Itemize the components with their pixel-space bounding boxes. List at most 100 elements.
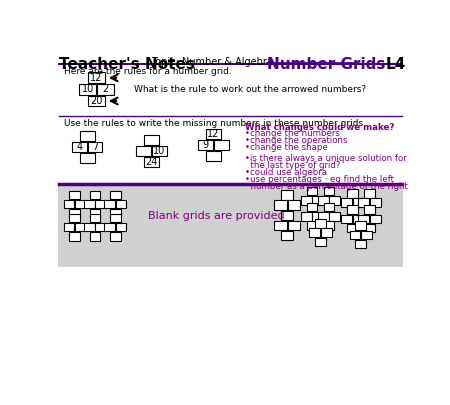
FancyBboxPatch shape	[370, 215, 381, 223]
Text: •change the numbers: •change the numbers	[245, 130, 339, 139]
FancyBboxPatch shape	[116, 200, 126, 209]
FancyBboxPatch shape	[288, 221, 300, 230]
Text: 10: 10	[81, 84, 94, 94]
FancyBboxPatch shape	[329, 212, 340, 221]
Text: 24: 24	[145, 157, 158, 167]
FancyBboxPatch shape	[353, 215, 364, 223]
Text: Here are the rules for a number grid.: Here are the rules for a number grid.	[64, 67, 232, 76]
FancyBboxPatch shape	[88, 72, 105, 83]
FancyBboxPatch shape	[347, 189, 358, 198]
FancyBboxPatch shape	[315, 219, 326, 228]
FancyBboxPatch shape	[110, 209, 121, 217]
FancyBboxPatch shape	[110, 232, 121, 241]
FancyBboxPatch shape	[214, 140, 229, 150]
FancyBboxPatch shape	[110, 214, 121, 222]
FancyBboxPatch shape	[288, 200, 300, 209]
Text: •change the shape: •change the shape	[245, 143, 327, 152]
Text: 12: 12	[90, 73, 103, 83]
FancyBboxPatch shape	[79, 84, 96, 95]
FancyBboxPatch shape	[104, 200, 115, 209]
FancyBboxPatch shape	[136, 146, 151, 156]
FancyBboxPatch shape	[80, 131, 94, 141]
FancyBboxPatch shape	[95, 223, 106, 232]
FancyBboxPatch shape	[88, 142, 102, 152]
FancyBboxPatch shape	[80, 153, 94, 163]
FancyBboxPatch shape	[63, 200, 74, 209]
Text: 20: 20	[90, 96, 103, 106]
FancyBboxPatch shape	[97, 84, 114, 95]
FancyBboxPatch shape	[329, 196, 340, 205]
FancyBboxPatch shape	[364, 205, 375, 214]
FancyBboxPatch shape	[318, 212, 328, 221]
FancyBboxPatch shape	[75, 200, 86, 209]
FancyBboxPatch shape	[69, 191, 80, 199]
Text: L4: L4	[386, 57, 406, 72]
FancyBboxPatch shape	[95, 200, 106, 209]
FancyBboxPatch shape	[350, 231, 360, 239]
Text: Use the rules to write the missing numbers in these number grids.: Use the rules to write the missing numbe…	[64, 119, 366, 128]
FancyBboxPatch shape	[356, 240, 366, 248]
Text: •use percentages · eg find the left: •use percentages · eg find the left	[245, 175, 394, 184]
FancyBboxPatch shape	[353, 198, 364, 207]
FancyBboxPatch shape	[90, 232, 100, 241]
Text: number as a percentage of the right: number as a percentage of the right	[245, 182, 407, 191]
FancyBboxPatch shape	[90, 191, 100, 199]
FancyBboxPatch shape	[301, 212, 311, 221]
Text: 10: 10	[153, 146, 166, 156]
FancyBboxPatch shape	[315, 238, 326, 246]
FancyBboxPatch shape	[144, 157, 159, 167]
Text: 7: 7	[92, 142, 98, 152]
FancyBboxPatch shape	[116, 223, 126, 232]
FancyBboxPatch shape	[152, 146, 166, 156]
FancyBboxPatch shape	[90, 209, 100, 217]
FancyBboxPatch shape	[206, 129, 221, 139]
FancyBboxPatch shape	[358, 215, 369, 223]
FancyBboxPatch shape	[281, 210, 293, 220]
Text: 12: 12	[207, 129, 220, 139]
FancyBboxPatch shape	[206, 151, 221, 161]
FancyBboxPatch shape	[309, 228, 320, 237]
Text: •is there always a unique solution for: •is there always a unique solution for	[245, 154, 406, 163]
Text: 9: 9	[203, 140, 209, 150]
FancyBboxPatch shape	[306, 187, 317, 195]
Text: •could use algebra: •could use algebra	[245, 168, 327, 177]
FancyBboxPatch shape	[281, 211, 293, 220]
FancyBboxPatch shape	[341, 198, 352, 207]
FancyBboxPatch shape	[198, 140, 213, 150]
FancyBboxPatch shape	[347, 205, 358, 214]
FancyBboxPatch shape	[347, 224, 358, 232]
FancyBboxPatch shape	[318, 196, 328, 205]
FancyBboxPatch shape	[324, 203, 334, 211]
FancyBboxPatch shape	[358, 198, 369, 207]
FancyBboxPatch shape	[370, 198, 381, 207]
Text: the last type of grid?: the last type of grid?	[245, 161, 340, 170]
FancyBboxPatch shape	[347, 208, 358, 216]
FancyBboxPatch shape	[84, 223, 94, 232]
FancyBboxPatch shape	[110, 191, 121, 199]
FancyBboxPatch shape	[306, 203, 317, 211]
Text: Number Grids: Number Grids	[267, 57, 385, 72]
FancyBboxPatch shape	[364, 224, 375, 232]
FancyBboxPatch shape	[324, 205, 334, 214]
Text: Teacher's Notes: Teacher's Notes	[59, 57, 195, 72]
FancyBboxPatch shape	[364, 189, 375, 198]
FancyBboxPatch shape	[321, 228, 332, 237]
Text: 4: 4	[76, 142, 82, 152]
Text: What changes could we make?: What changes could we make?	[245, 123, 394, 132]
FancyBboxPatch shape	[69, 209, 80, 217]
Text: •change the operations: •change the operations	[245, 136, 347, 145]
Text: Topic: Number & Algebra: Topic: Number & Algebra	[151, 57, 273, 67]
Text: 2: 2	[102, 84, 108, 94]
FancyBboxPatch shape	[312, 196, 323, 205]
FancyBboxPatch shape	[84, 200, 94, 209]
FancyBboxPatch shape	[88, 96, 105, 107]
FancyBboxPatch shape	[69, 214, 80, 222]
Text: Blank grids are provided: Blank grids are provided	[148, 211, 284, 222]
FancyBboxPatch shape	[144, 135, 159, 145]
FancyBboxPatch shape	[364, 208, 375, 216]
FancyBboxPatch shape	[104, 223, 115, 232]
Text: What is the rule to work out the arrowed numbers?: What is the rule to work out the arrowed…	[134, 85, 366, 94]
FancyBboxPatch shape	[58, 185, 404, 266]
FancyBboxPatch shape	[69, 232, 80, 241]
FancyBboxPatch shape	[274, 221, 287, 230]
